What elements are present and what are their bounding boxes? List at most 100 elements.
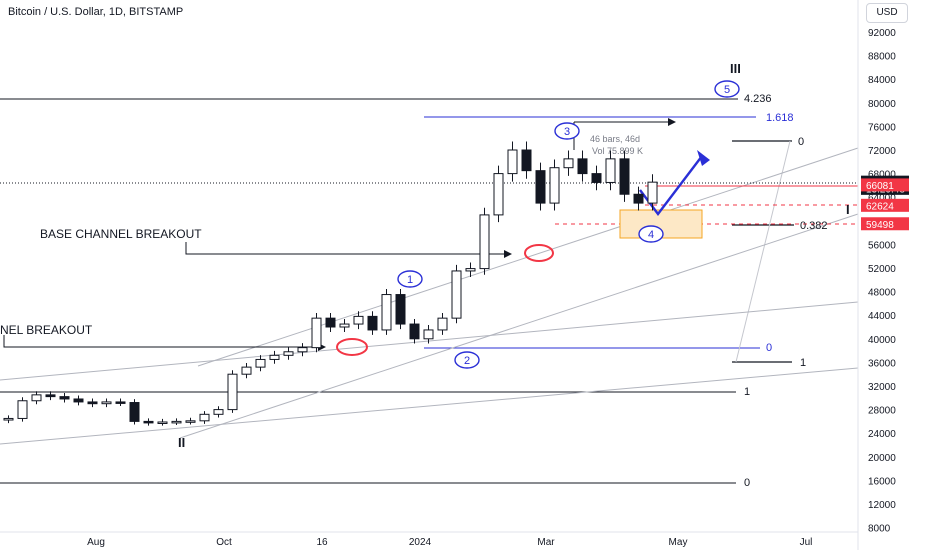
candle-body [521, 149, 532, 172]
price-candle[interactable] [255, 355, 266, 372]
price-tick-label: 40000 [868, 335, 896, 346]
base-channel-breakout-label: BASE CHANNEL BREAKOUT [40, 227, 202, 241]
price-candle[interactable] [87, 398, 98, 408]
candle-body [31, 394, 42, 402]
wave-label-3[interactable]: 3 [554, 122, 580, 140]
price-candle[interactable] [143, 418, 154, 426]
price-candle[interactable] [437, 313, 448, 335]
price-label-text: 62624 [866, 201, 894, 212]
breakout-circle-1[interactable] [336, 338, 368, 356]
price-candle[interactable] [605, 150, 616, 191]
price-candle[interactable] [521, 141, 532, 179]
price-candle[interactable] [339, 319, 350, 332]
price-candle[interactable] [619, 150, 630, 202]
time-tick-label: Jul [800, 537, 813, 548]
time-tick-label: Aug [87, 537, 105, 548]
roman-label-I: I [846, 202, 850, 217]
price-candle[interactable] [367, 311, 378, 335]
base-breakout-arrowhead [504, 250, 512, 258]
candle-body [353, 315, 364, 325]
drawing-layer [0, 98, 859, 484]
price-candle[interactable] [409, 319, 420, 344]
time-tick-label: Oct [216, 537, 232, 548]
price-candle[interactable] [591, 165, 602, 191]
price-candle[interactable] [549, 159, 560, 211]
price-candle[interactable] [45, 391, 56, 401]
price-candle[interactable] [283, 347, 294, 360]
base-breakout-arrow[interactable] [185, 242, 508, 255]
candle-body [591, 173, 602, 183]
time-axis[interactable]: Aug Oct 16 2024 Mar May Jul [0, 531, 858, 548]
roman-label-II: II [178, 435, 185, 450]
candle-body [451, 270, 462, 319]
price-candle[interactable] [493, 165, 504, 223]
price-candle[interactable] [3, 415, 14, 424]
price-candle[interactable] [451, 264, 462, 324]
price-candle[interactable] [213, 406, 224, 418]
price-candle[interactable] [185, 417, 196, 425]
price-candle[interactable] [17, 397, 28, 422]
price-candle[interactable] [199, 411, 210, 424]
price-candle[interactable] [311, 313, 322, 353]
fib-label-0382: 0.382 [800, 220, 828, 232]
breakout-circle-2[interactable] [524, 244, 554, 262]
price-candle[interactable] [577, 150, 588, 182]
candle-body [185, 420, 196, 423]
fib-label-right-1: 1 [800, 357, 806, 369]
wave-label-1[interactable]: 1 [397, 270, 423, 288]
currency-button[interactable]: USD [866, 3, 908, 23]
price-candle[interactable] [101, 398, 112, 408]
candle-body [283, 351, 294, 356]
price-candle[interactable] [171, 418, 182, 426]
channel-lower[interactable] [179, 213, 859, 439]
price-candle[interactable] [395, 288, 406, 330]
price-candle[interactable] [297, 343, 308, 357]
price-candle[interactable] [115, 398, 126, 406]
price-candle[interactable] [129, 399, 140, 425]
price-label-text: 59498 [866, 220, 894, 231]
candle-body [3, 417, 14, 421]
projection-arrowhead [697, 150, 710, 166]
base-channel-lower[interactable] [0, 367, 859, 445]
candle-body [605, 158, 616, 183]
price-candle[interactable] [423, 325, 434, 344]
price-candle[interactable] [31, 391, 42, 405]
price-tick-label: 36000 [868, 358, 896, 369]
price-candle[interactable] [157, 418, 168, 426]
wave-label-2[interactable]: 2 [454, 351, 480, 369]
channel-breakout-arrow[interactable] [3, 335, 322, 348]
price-candle[interactable] [507, 141, 518, 182]
candle-body [157, 421, 168, 424]
candle-body [647, 181, 658, 204]
price-candle[interactable] [59, 393, 70, 403]
candle-body [465, 268, 476, 272]
price-candle[interactable] [535, 162, 546, 211]
wave-text-5: 5 [724, 84, 730, 96]
candle-body [73, 398, 84, 403]
projection-path[interactable] [639, 155, 703, 216]
price-candle[interactable] [633, 186, 644, 211]
price-candle[interactable] [479, 207, 490, 275]
price-label-text: 66081 [866, 181, 894, 192]
price-candle[interactable] [325, 313, 336, 332]
wave-label-4[interactable]: 4 [638, 225, 664, 243]
price-label-bg [861, 178, 909, 192]
price-candle[interactable] [353, 311, 364, 330]
price-candle[interactable] [563, 150, 574, 176]
price-candle[interactable] [381, 288, 392, 335]
price-candle[interactable] [647, 174, 658, 211]
price-candle[interactable] [465, 262, 476, 278]
price-axis[interactable]: 92000 88000 84000 80000 76000 72000 68000 64000… [857, 0, 909, 550]
candle-body [129, 402, 140, 422]
candle-body [381, 294, 392, 331]
candle-body [45, 394, 56, 398]
price-candle[interactable] [73, 395, 84, 406]
price-candle[interactable] [241, 362, 252, 379]
price-candle[interactable] [269, 350, 280, 364]
wave-label-5[interactable]: 5 [714, 80, 740, 98]
candle-body [101, 401, 112, 405]
channel-breakout-label: NEL BREAKOUT [0, 323, 93, 337]
price-candle[interactable] [227, 370, 238, 413]
